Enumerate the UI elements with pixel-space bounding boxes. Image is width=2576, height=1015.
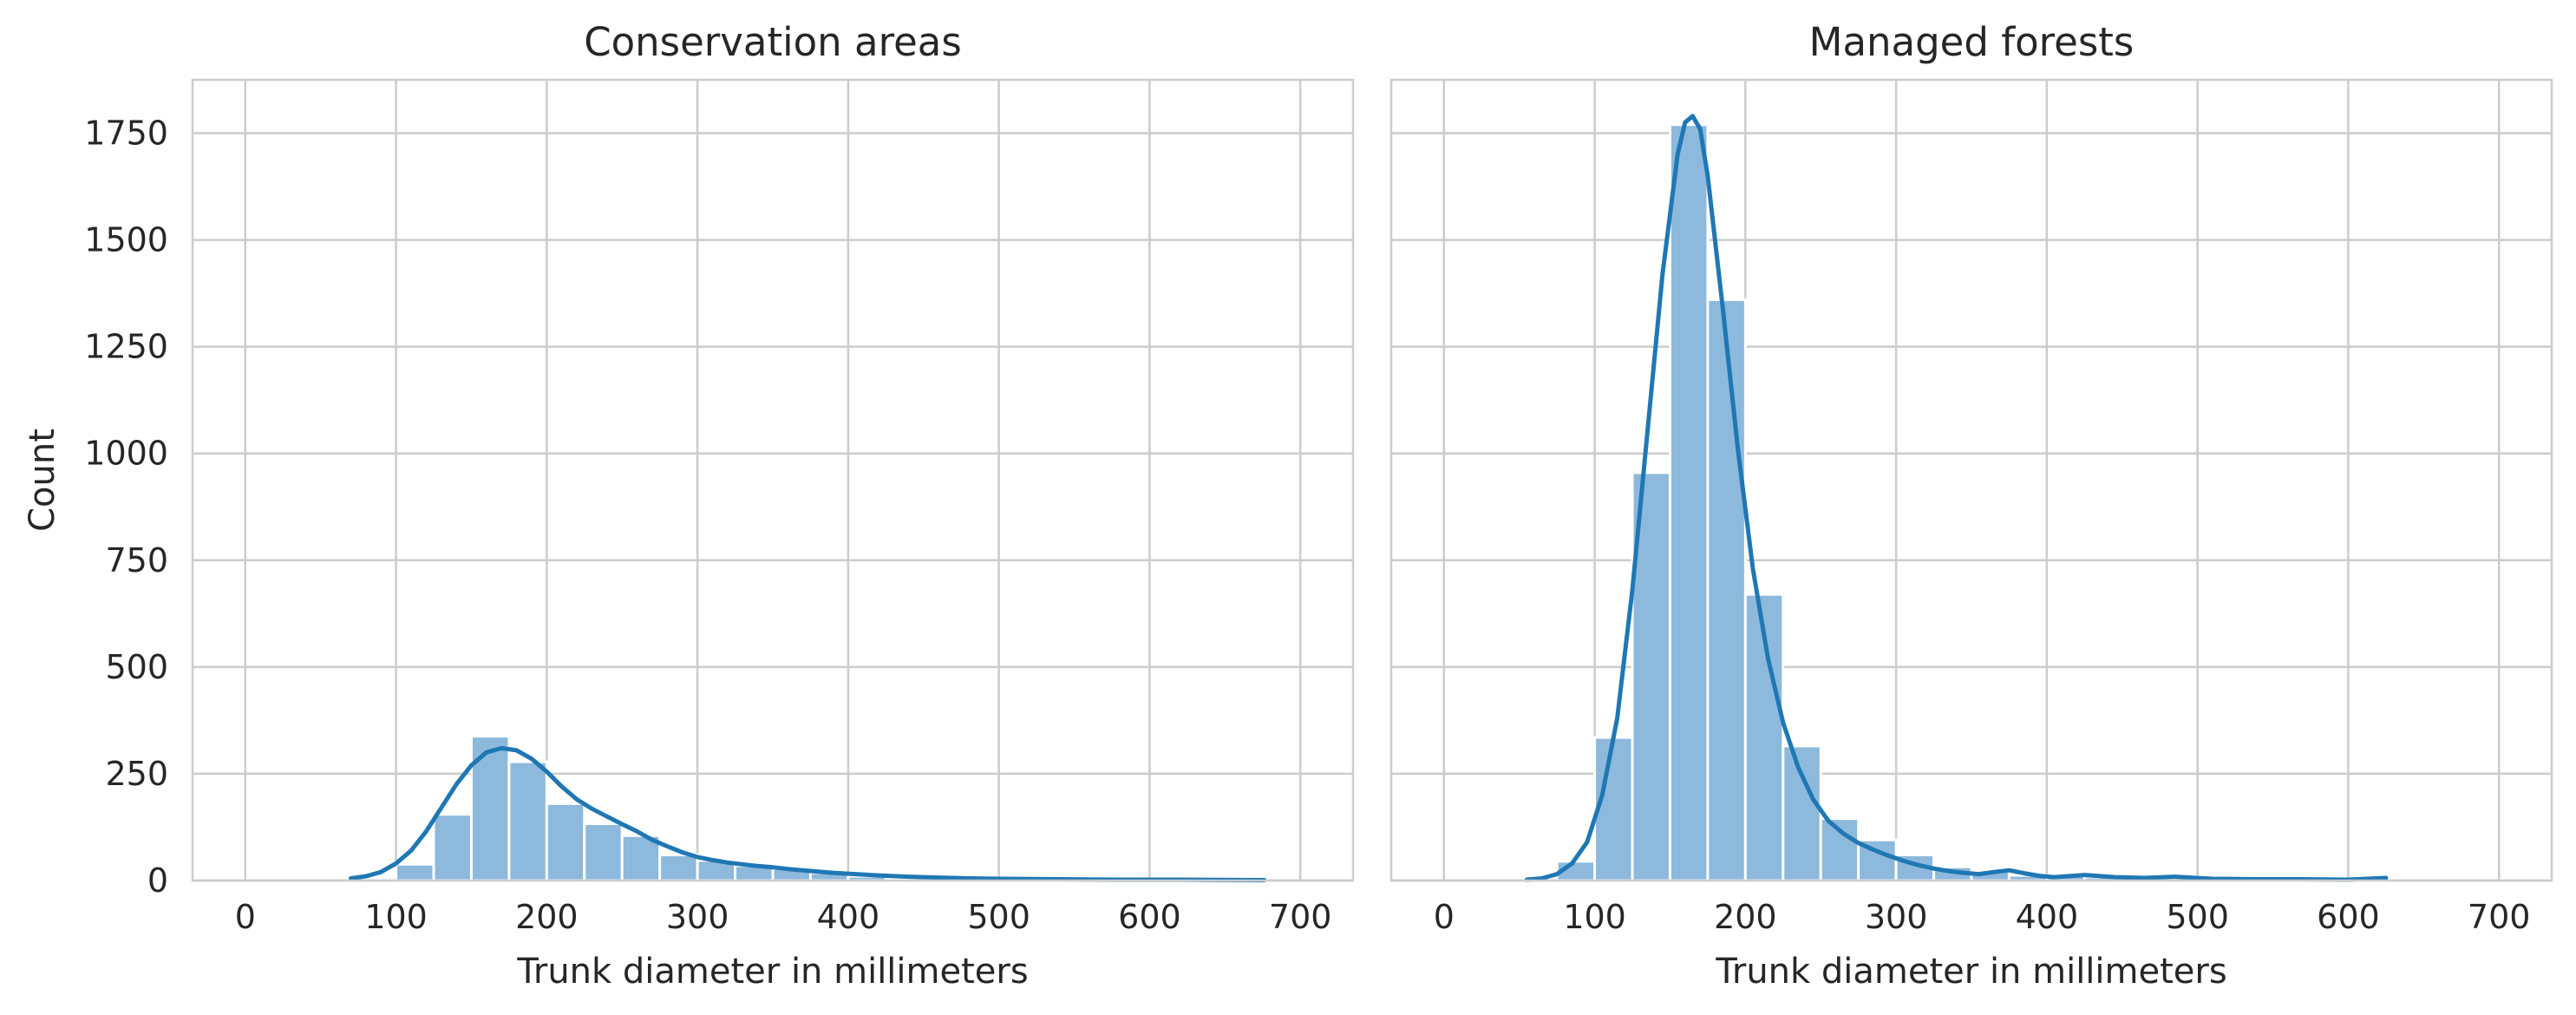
y-tick-label: 1000 xyxy=(84,435,168,473)
y-axis-label: Count xyxy=(23,429,62,532)
y-tick-label: 750 xyxy=(105,541,168,580)
gridlines xyxy=(193,80,1353,882)
x-tick-label: 700 xyxy=(2468,898,2531,936)
x-tick-label: 100 xyxy=(1563,898,1626,936)
plot-frame xyxy=(191,78,1355,882)
x-tick-label: 0 xyxy=(235,898,256,936)
histogram-bars xyxy=(1555,123,2388,882)
chart-title: Conservation areas xyxy=(584,19,962,65)
histogram-bar xyxy=(432,813,473,882)
kde-line xyxy=(1524,114,2389,882)
histogram-bar xyxy=(1668,123,1710,882)
x-tick-label: 600 xyxy=(2317,898,2380,936)
gridlines xyxy=(1391,80,2552,882)
chart-panel-1: 0 100 200 300 400 500 600 700 0 250 500 750 1000 1250… xyxy=(23,19,1355,992)
histogram-bar xyxy=(583,822,624,882)
x-tick-label: 500 xyxy=(967,898,1030,936)
chart-panel-2: 0 100 200 300 400 500 600 700 Managed forests Tru… xyxy=(1389,19,2553,992)
y-tick-label: 1250 xyxy=(84,328,168,366)
histogram-bars xyxy=(395,735,1265,882)
histogram-bar xyxy=(395,862,435,882)
x-tick-label: 500 xyxy=(2166,898,2229,936)
histogram-bar xyxy=(1706,298,1747,882)
x-tick-label: 300 xyxy=(666,898,729,936)
histogram-bar xyxy=(1593,736,1634,882)
x-tick-label: 300 xyxy=(1865,898,1928,936)
histogram-bar xyxy=(507,760,548,882)
x-tick-label: 200 xyxy=(515,898,579,936)
x-axis-label: Trunk diameter in millimeters xyxy=(516,952,1028,992)
chart-title: Managed forests xyxy=(1809,19,2135,65)
histogram-bar xyxy=(658,853,699,882)
y-tick-label: 250 xyxy=(105,755,168,793)
y-tick-label: 1500 xyxy=(84,221,168,259)
x-tick-label: 100 xyxy=(364,898,428,936)
histogram-bar xyxy=(1782,744,1822,882)
plot-frame xyxy=(1389,78,2553,882)
x-tick-label: 600 xyxy=(1118,898,1181,936)
kde-line xyxy=(349,745,1266,882)
y-tick-label: 1750 xyxy=(84,115,168,153)
y-tick-label: 500 xyxy=(105,648,168,686)
x-tick-label: 200 xyxy=(1714,898,1777,936)
x-tick-label: 400 xyxy=(2016,898,2079,936)
x-tick-label: 0 xyxy=(1434,898,1455,936)
histogram-bar xyxy=(545,802,586,882)
y-tick-label: 0 xyxy=(147,861,168,900)
x-tick-label: 700 xyxy=(1269,898,1332,936)
x-axis-label: Trunk diameter in millimeters xyxy=(1715,952,2226,992)
x-tick-label: 400 xyxy=(817,898,880,936)
